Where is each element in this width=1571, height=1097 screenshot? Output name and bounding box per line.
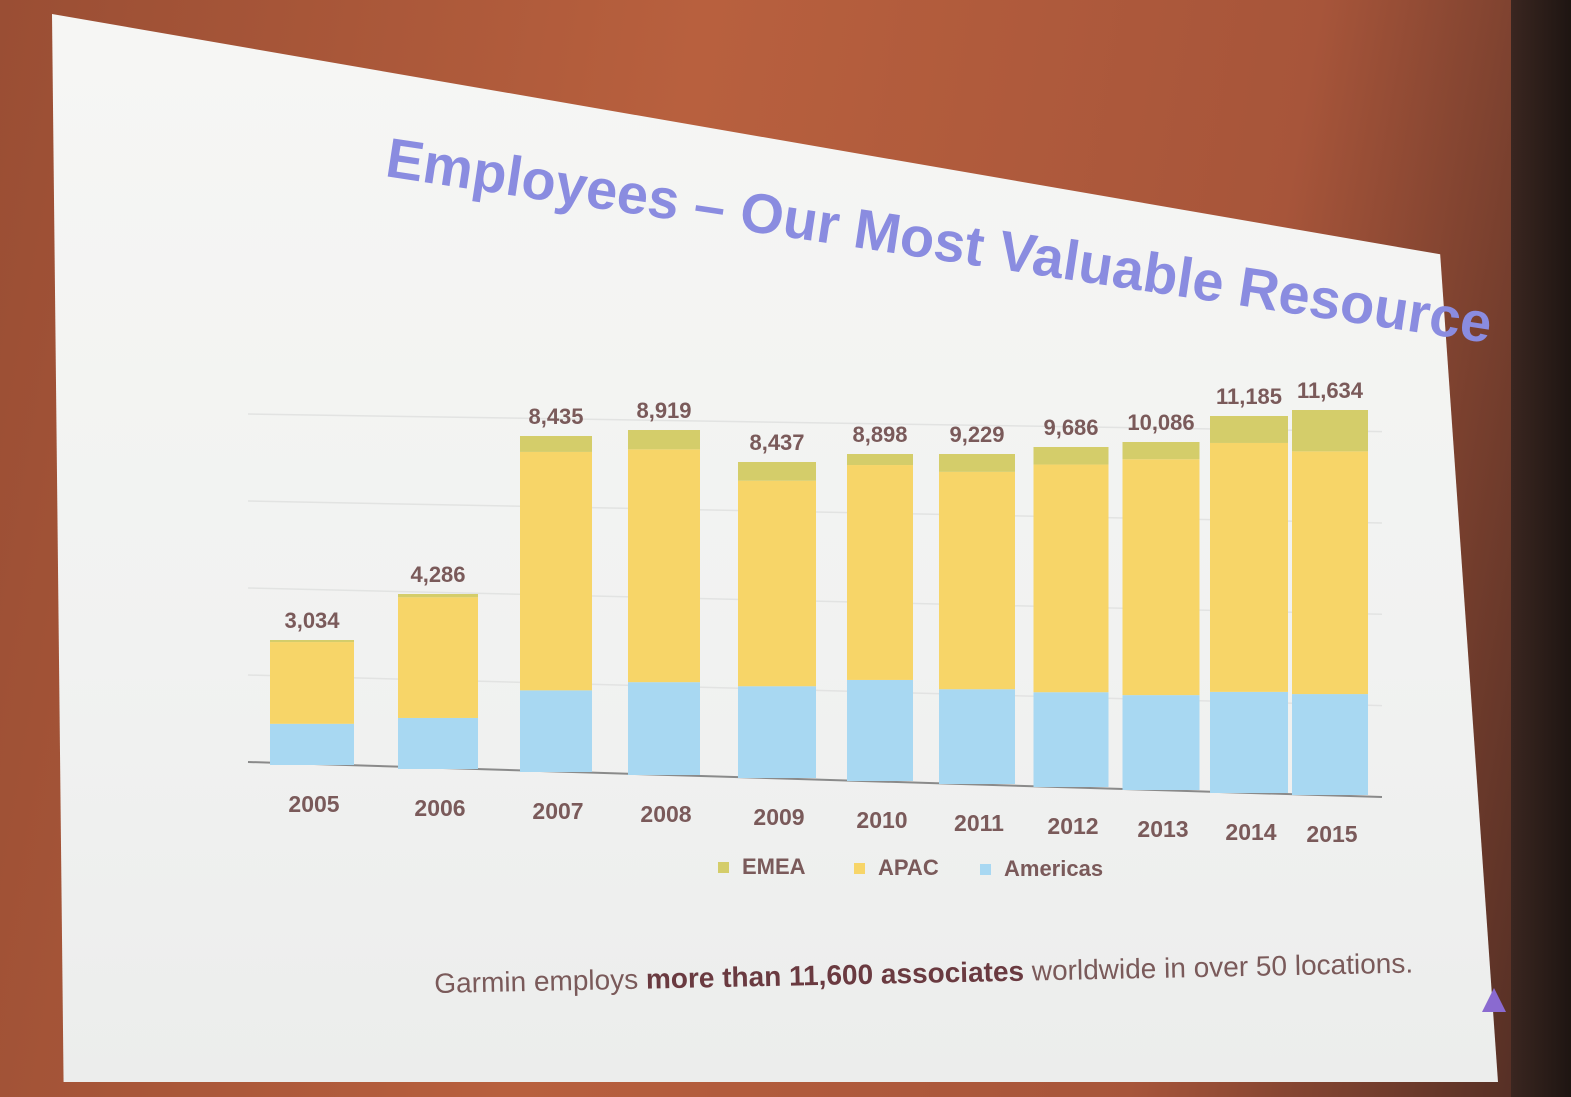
x-tick-label-2012: 2012 (1047, 813, 1098, 839)
total-label-2012: 9,686 (1043, 415, 1098, 440)
gridline (247, 413, 1383, 433)
x-tick-label-2005: 2005 (288, 791, 339, 817)
total-label-2013: 10,086 (1127, 410, 1194, 435)
total-label-2014: 11,185 (1216, 384, 1282, 409)
x-tick-label-2013: 2013 (1137, 816, 1188, 842)
bar-apac-2007 (520, 451, 592, 691)
bar-emea-2006 (398, 594, 478, 598)
room-dark-edge (1511, 0, 1571, 1097)
bar-apac-2013 (1122, 459, 1200, 696)
x-tick-label-2014: 2014 (1225, 819, 1276, 845)
bar-americas-2009 (738, 686, 816, 778)
logo-triangle-icon (1482, 988, 1506, 1012)
bar-americas-2005 (270, 723, 354, 765)
slide-title: Employees – Our Most Valuable Resource (382, 126, 1496, 355)
bar-emea-2010 (847, 454, 913, 466)
total-label-2015: 11,634 (1297, 378, 1364, 403)
bar-apac-2006 (398, 597, 478, 718)
bar-apac-2011 (939, 471, 1015, 690)
total-label-2006: 4,286 (410, 562, 465, 587)
total-label-2010: 8,898 (852, 422, 907, 447)
x-tick-label-2007: 2007 (532, 798, 583, 824)
bar-emea-2013 (1122, 442, 1200, 460)
bar-americas-2008 (628, 682, 700, 775)
bar-emea-2014 (1210, 416, 1288, 443)
x-tick-label-2009: 2009 (753, 804, 804, 830)
x-tick-label-2011: 2011 (954, 810, 1004, 836)
x-tick-label-2010: 2010 (856, 807, 907, 833)
bar-apac-2015 (1292, 451, 1368, 695)
x-tick-label-2015: 2015 (1306, 821, 1357, 847)
footnote-prefix: Garmin employs (434, 963, 647, 999)
bar-emea-2009 (738, 462, 816, 481)
bar-americas-2010 (847, 679, 913, 781)
bar-americas-2014 (1210, 691, 1288, 793)
total-label-2007: 8,435 (528, 404, 583, 429)
bar-emea-2005 (270, 640, 354, 643)
bar-emea-2012 (1033, 447, 1109, 465)
legend-label-emea: EMEA (742, 854, 806, 879)
bar-apac-2014 (1210, 442, 1288, 692)
bar-apac-2005 (270, 642, 354, 724)
stacked-bar-chart: 3,034 2005 4,286 2006 8,435 2007 8,919 2008 8,43… (247, 378, 1383, 881)
total-label-2005: 3,034 (284, 608, 340, 633)
bar-emea-2015 (1292, 410, 1368, 452)
bar-americas-2012 (1033, 692, 1109, 787)
footnote-bold: more than 11,600 associates (645, 955, 1025, 995)
bar-americas-2015 (1292, 694, 1368, 795)
legend-label-americas: Americas (1004, 856, 1103, 881)
bar-americas-2007 (520, 690, 592, 772)
x-tick-label-2008: 2008 (640, 801, 691, 827)
bar-emea-2008 (628, 430, 700, 450)
bar-emea-2007 (520, 436, 592, 452)
bar-americas-2013 (1122, 695, 1200, 790)
bar-apac-2008 (628, 449, 700, 683)
bar-apac-2012 (1033, 464, 1109, 693)
bar-americas-2011 (939, 689, 1015, 784)
bar-americas-2006 (398, 717, 478, 769)
x-tick-label-2006: 2006 (414, 795, 465, 821)
legend-swatch-apac (854, 863, 865, 874)
total-label-2009: 8,437 (749, 430, 804, 455)
legend-swatch-emea (718, 862, 729, 873)
bar-apac-2010 (847, 465, 913, 680)
legend-swatch-americas (980, 864, 991, 875)
bar-apac-2009 (738, 480, 816, 687)
total-label-2011: 9,229 (949, 422, 1004, 447)
total-label-2008: 8,919 (636, 398, 691, 423)
legend-label-apac: APAC (878, 855, 939, 880)
bar-emea-2011 (939, 454, 1015, 472)
